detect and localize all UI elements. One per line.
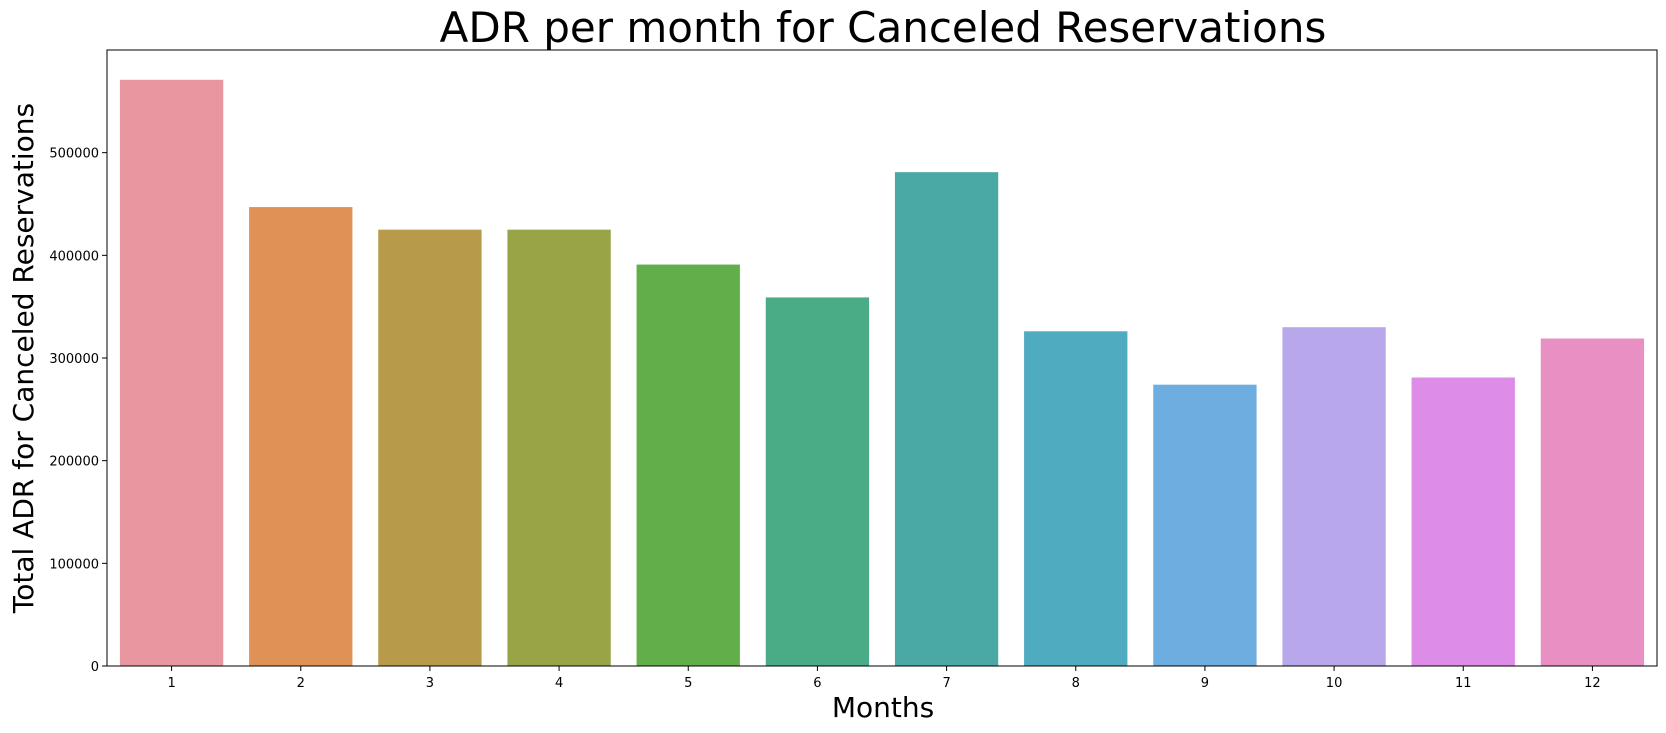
chart-title: ADR per month for Canceled Reservations — [440, 3, 1327, 52]
x-tick-label: 7 — [942, 676, 950, 691]
x-tick-label: 2 — [297, 676, 305, 691]
bar-month-7 — [894, 172, 999, 666]
y-axis: 0 100000 200000 300000 400000 500000 — [49, 147, 107, 675]
x-tick-label: 8 — [1072, 676, 1080, 691]
x-tick-label: 12 — [1584, 676, 1601, 691]
x-axis-label: Months — [832, 691, 934, 724]
bar-month-10 — [1282, 327, 1386, 666]
bar-month-4 — [507, 229, 611, 666]
bar-month-11 — [1411, 377, 1515, 666]
bar-month-2 — [249, 207, 353, 666]
bar-month-9 — [1153, 384, 1257, 666]
y-tick-label: 0 — [91, 660, 99, 675]
y-axis-label: Total ADR for Canceled Reservations — [7, 103, 40, 614]
bar-month-6 — [765, 297, 870, 666]
bar-month-8 — [1024, 331, 1128, 666]
y-tick-label: 300000 — [49, 352, 99, 367]
bar-month-1 — [119, 79, 224, 667]
x-tick-label: 11 — [1455, 676, 1472, 691]
bar-month-5 — [636, 264, 740, 666]
x-tick-label: 1 — [167, 676, 175, 691]
y-tick-label: 200000 — [49, 455, 99, 470]
y-tick-label: 100000 — [49, 557, 99, 572]
bar-month-12 — [1540, 338, 1645, 666]
y-tick-label: 400000 — [49, 249, 99, 264]
x-tick-label: 4 — [555, 676, 563, 691]
x-tick-label: 9 — [1201, 676, 1209, 691]
bar-month-3 — [378, 229, 482, 666]
bars-group — [119, 79, 1645, 667]
x-axis: 1 2 3 4 5 6 7 8 9 10 11 12 — [167, 666, 1601, 691]
x-tick-label: 3 — [426, 676, 434, 691]
x-tick-label: 6 — [813, 676, 821, 691]
x-tick-label: 5 — [684, 676, 692, 691]
y-tick-label: 500000 — [49, 147, 99, 162]
x-tick-label: 10 — [1326, 676, 1343, 691]
